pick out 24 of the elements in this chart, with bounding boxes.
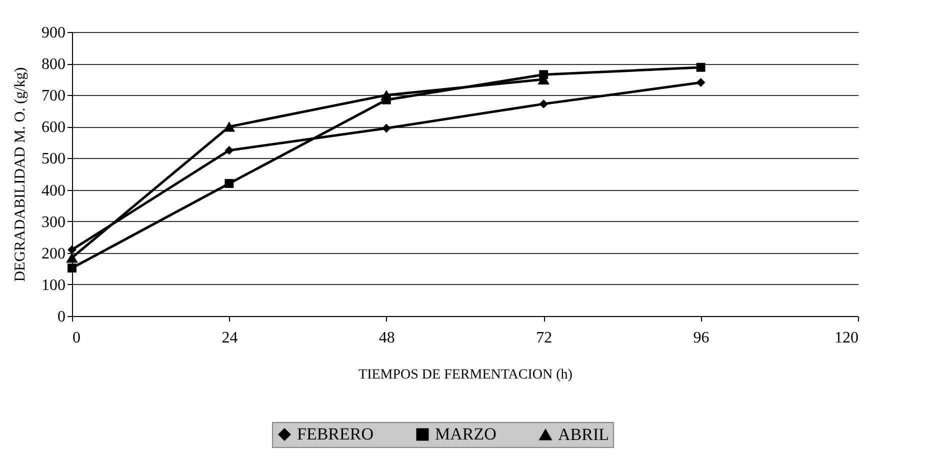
x-tick-label: 96 (693, 330, 710, 346)
point (66, 252, 78, 263)
y-tick-label: 600 (42, 119, 66, 136)
y-tick-label: 0 (58, 308, 66, 326)
y-tick-label: 400 (42, 182, 66, 200)
y-tick-label: 200 (42, 245, 66, 262)
legend-label: FEBRERO (297, 424, 374, 444)
y-tick-label: 700 (42, 88, 66, 105)
legend-label: ABRIL (558, 424, 609, 444)
y-tick-label: 100 (42, 276, 66, 294)
y-tick-label: 800 (42, 56, 66, 74)
y-axis-title: DEGRADABILIDAD M. O. (g/kg) (12, 67, 28, 282)
x-tick-label: 120 (834, 330, 858, 346)
x-tick-label: 24 (222, 330, 238, 346)
y-tick-label: 500 (42, 150, 66, 168)
x-tick-label: 48 (378, 330, 395, 346)
x-axis-title: TIEMPOS DE FERMENTACION (h) (358, 368, 573, 382)
point (223, 122, 236, 132)
y-tick-label: 900 (42, 24, 66, 42)
point (380, 90, 392, 100)
legend-label: MARZO (435, 424, 496, 444)
y-tick-label: 300 (42, 214, 66, 231)
x-tick-label: 0 (72, 330, 80, 346)
x-tick-label: 72 (536, 330, 552, 346)
